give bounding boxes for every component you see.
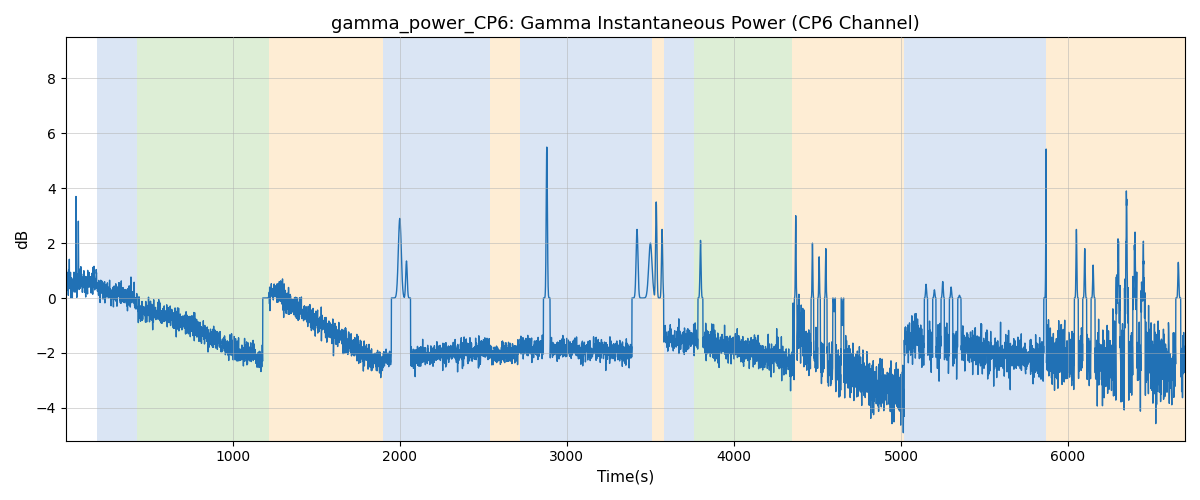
Bar: [138, 38, 270, 440]
Title: gamma_power_CP6: Gamma Instantaneous Power (CP6 Channel): gamma_power_CP6: Gamma Instantaneous Pow…: [331, 15, 919, 34]
Bar: [664, 38, 694, 440]
Bar: [905, 38, 1046, 440]
Bar: [97, 38, 138, 440]
X-axis label: Time(s): Time(s): [596, 470, 654, 485]
Y-axis label: dB: dB: [16, 229, 30, 249]
Bar: [652, 38, 664, 440]
Bar: [1046, 38, 1186, 440]
Bar: [270, 38, 383, 440]
Bar: [383, 38, 490, 440]
Bar: [792, 38, 805, 440]
Bar: [490, 38, 520, 440]
Bar: [805, 38, 905, 440]
Bar: [694, 38, 792, 440]
Bar: [520, 38, 652, 440]
